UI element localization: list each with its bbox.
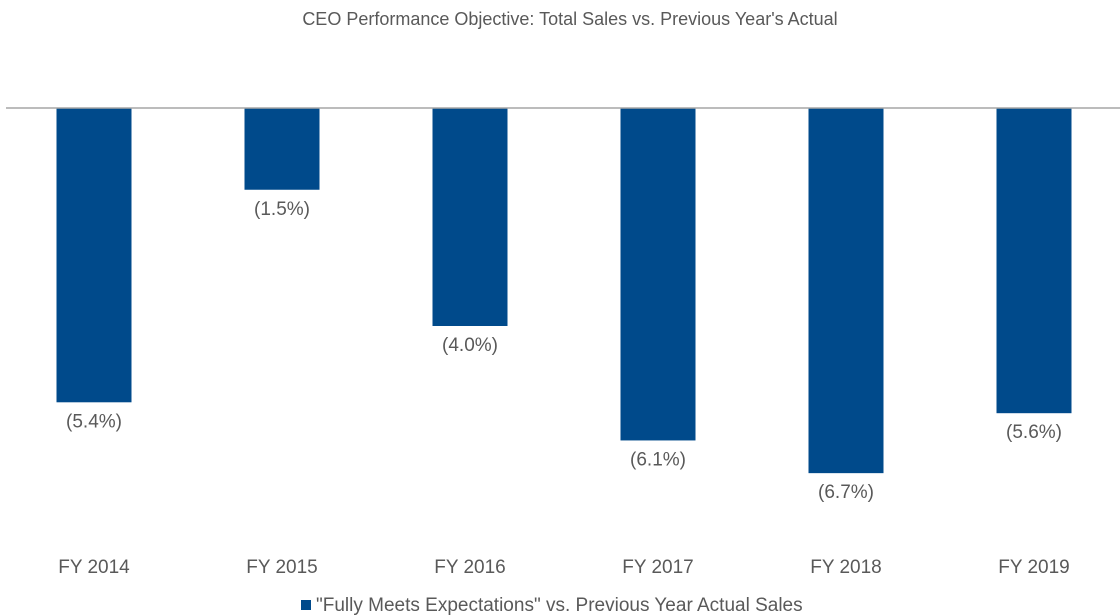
x-tick-label: FY 2014 [58, 557, 130, 578]
x-tick-label: FY 2015 [246, 557, 317, 578]
data-label: (4.0%) [442, 335, 498, 356]
data-label: (5.6%) [1006, 422, 1062, 443]
data-label: (5.4%) [66, 411, 122, 432]
x-tick-label: FY 2018 [810, 557, 881, 578]
bar [808, 108, 884, 474]
chart-title: CEO Performance Objective: Total Sales v… [302, 9, 837, 29]
bar [996, 108, 1072, 414]
x-tick-label: FY 2019 [998, 557, 1069, 578]
legend-label: "Fully Meets Expectations" vs. Previous … [316, 595, 803, 616]
bar [620, 108, 696, 441]
x-tick-label: FY 2017 [622, 557, 693, 578]
legend-swatch [301, 600, 311, 610]
bar [432, 108, 508, 326]
bar [56, 108, 132, 403]
bar [244, 108, 320, 190]
data-label: (1.5%) [254, 199, 310, 220]
data-label: (6.7%) [818, 482, 874, 503]
x-tick-label: FY 2016 [434, 557, 505, 578]
data-label: (6.1%) [630, 449, 686, 470]
